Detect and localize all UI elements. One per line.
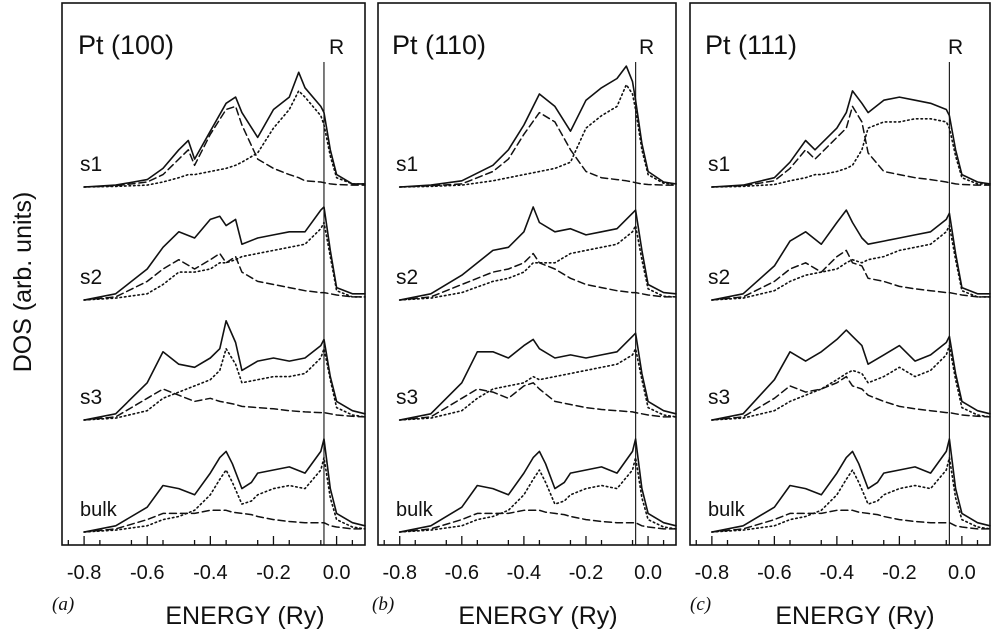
curve-bulk-dotted [83, 456, 366, 533]
panel-pt100: Pt (100) R (a) ENERGY (Ry) s1 s2 s3 bulk -0.… [52, 2, 366, 630]
fermi-label: R [329, 36, 344, 59]
panel-title: Pt (111) [705, 30, 797, 60]
curve-s2-dashed [711, 249, 991, 301]
x-tick-label: 0.0 [634, 562, 662, 584]
x-tick-label: -0.4 [820, 562, 854, 584]
curve-s2-dotted [711, 224, 991, 301]
x-axis-label: ENERGY (Ry) [458, 602, 617, 630]
curve-s3-dotted [711, 344, 991, 421]
panel-letter: (a) [52, 594, 74, 615]
panel-title: Pt (110) [392, 30, 486, 60]
x-tick-label: -0.6 [757, 562, 791, 584]
curve-s2-dashed [398, 252, 677, 301]
x-tick-label: -0.6 [445, 562, 479, 584]
layer-label-s3: s3 [708, 386, 730, 409]
curve-s3-dashed [398, 382, 677, 421]
curve-s3-solid [711, 329, 991, 421]
x-tick-label: -0.4 [507, 562, 541, 584]
curve-s1-dashed [83, 105, 366, 188]
panel-pt111: Pt (111) R (c) ENERGY (Ry) s1 s2 s3 bulk -0.… [689, 2, 991, 630]
fermi-label: R [639, 36, 654, 59]
layer-label-s2: s2 [80, 266, 102, 289]
curve-bulk-dotted [398, 456, 677, 533]
x-tick-label: -0.2 [256, 562, 290, 584]
layer-label-bulk: bulk [80, 499, 118, 521]
curve-s3-dotted [398, 347, 677, 421]
curve-bulk-solid [711, 438, 991, 533]
layer-label-s1: s1 [396, 153, 418, 176]
curve-s2-solid [711, 209, 991, 301]
curve-s3-solid [398, 332, 677, 421]
panel-title: Pt (100) [78, 30, 174, 60]
curve-s1-dashed [711, 105, 991, 188]
y-axis-label: DOS (arb. units) [9, 192, 37, 373]
x-tick-label: -0.4 [193, 562, 227, 584]
panel-frame [377, 2, 677, 546]
curve-bulk-solid [398, 438, 677, 533]
layer-label-s3: s3 [80, 386, 102, 409]
curve-s2-dashed [83, 252, 366, 301]
curve-s2-solid [83, 206, 366, 301]
x-tick-label: -0.8 [382, 562, 416, 584]
x-axis-label: ENERGY (Ry) [165, 602, 324, 630]
curve-bulk-solid [83, 438, 366, 533]
layer-label-s1: s1 [708, 153, 730, 176]
layer-label-bulk: bulk [708, 499, 746, 521]
x-tick-label: -0.2 [569, 562, 603, 584]
curve-s3-solid [83, 319, 366, 421]
layer-label-s3: s3 [396, 386, 418, 409]
curve-s3-dashed [711, 375, 991, 421]
curve-s3-dotted [83, 347, 366, 421]
curve-bulk-dashed [83, 509, 366, 533]
layer-label-s1: s1 [80, 153, 102, 176]
x-tick-label: -0.8 [67, 562, 101, 584]
x-tick-label: -0.2 [882, 562, 916, 584]
panel-pt110: Pt (110) R (b) ENERGY (Ry) s1 s2 s3 bulk -0.… [372, 2, 677, 630]
curve-bulk-dashed [398, 509, 677, 533]
layer-label-bulk: bulk [396, 499, 434, 521]
layer-label-s2: s2 [708, 266, 730, 289]
curve-bulk-dashed [711, 509, 991, 533]
layer-label-s2: s2 [396, 266, 418, 289]
panel-letter: (c) [690, 594, 711, 615]
x-axis-label: ENERGY (Ry) [775, 602, 934, 630]
curve-s2-solid [398, 206, 677, 301]
curve-s3-dashed [83, 388, 366, 421]
curve-s1-dotted [711, 118, 991, 188]
curve-s1-dashed [398, 111, 677, 188]
x-tick-label: -0.6 [130, 562, 164, 584]
curve-s2-dotted [398, 224, 677, 301]
fermi-label: R [948, 36, 963, 59]
curve-s1-dotted [398, 83, 677, 188]
curve-s2-dotted [83, 221, 366, 301]
panel-frame [689, 2, 991, 546]
x-tick-label: 0.0 [948, 562, 976, 584]
panel-frame [61, 2, 366, 546]
panel-letter: (b) [372, 594, 394, 615]
curve-s1-solid [83, 71, 366, 188]
x-tick-label: -0.8 [695, 562, 729, 584]
curve-s1-solid [398, 65, 677, 188]
curve-bulk-dotted [711, 456, 991, 533]
x-tick-label: 0.0 [323, 562, 351, 584]
curve-s1-dotted [83, 90, 366, 188]
curve-s1-solid [711, 90, 991, 188]
